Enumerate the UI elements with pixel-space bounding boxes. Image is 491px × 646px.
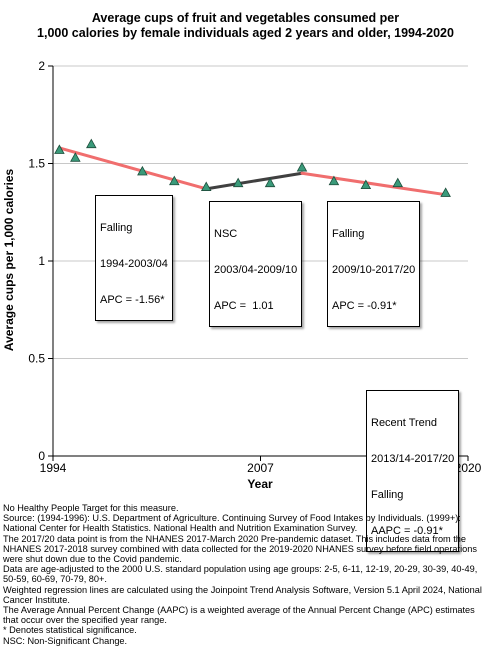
data-point [264,177,276,188]
footnote: NSC: Non-Significant Change. [3,635,128,646]
chart-title-line-2: 1,000 calories by female individuals age… [37,26,454,40]
annotation-recent-trend: Recent Trend 2013/14-2017/20 Falling AAP… [366,390,460,552]
data-point [200,181,212,191]
annotation-falling-2010-2020: Falling 2009/10-2017/20 APC = -0.91* [327,201,421,327]
annotation-line: AAPC = -0.91* [371,525,443,537]
tick-labels: 0 0.5 1 1.5 2 1994 2007 2020 [28,59,481,475]
y-tick-label: 1 [38,254,45,268]
y-axis-label: Average cups per 1,000 calories [2,169,16,352]
annotation-line: 1994-2003/04 [100,258,168,270]
footnote: * Denotes statistical significance. [3,625,137,636]
annotation-falling-1994-2004: Falling 1994-2003/04 APC = -1.56* [95,195,173,321]
annotation-line: 2013/14-2017/20 [371,453,455,465]
annotation-line: APC = -1.56* [100,294,165,306]
annotation-line: NSC [214,228,238,240]
x-tick-label: 2020 [455,461,482,475]
data-point [328,175,340,186]
data-point [360,179,372,190]
annotation-line: 2009/10-2017/20 [332,264,416,276]
footnote: No Healthy People Target for this measur… [3,503,179,513]
x-tick-label: 2007 [247,461,274,475]
annotation-line: 2003/04-2009/10 [214,264,298,276]
data-points [54,138,451,197]
y-tick-label: 0 [38,449,45,463]
data-point [86,138,97,149]
footnote: The Average Annual Percent Change (AAPC)… [3,605,475,626]
footnote: The 2017/20 data point is from the NHANE… [3,533,477,565]
footnotes: No Healthy People Target for this measur… [3,503,489,646]
data-point [169,175,180,186]
trend-segment [300,171,448,197]
chart-title-line-1: Average cups of fruit and vegetables con… [91,11,400,25]
annotation-line: Falling [332,228,365,240]
chart-title: Average cups of fruit and vegetables con… [0,11,491,41]
annotation-nsc-2004-2010: NSC 2003/04-2009/10 APC = 1.01 [209,201,303,327]
data-point [296,161,308,172]
data-point [232,177,244,188]
data-point [440,187,451,197]
trend-segment [57,146,208,191]
x-axis-label: Year [247,477,273,491]
data-point [54,144,65,154]
annotation-line: Falling [100,222,133,234]
data-point [137,165,148,176]
footnote: Source: (1994-1996): U.S. Department of … [3,513,461,534]
trend-lines [57,146,448,197]
y-tick-label: 2 [38,59,45,73]
data-point [392,177,404,188]
y-tick-label: 0.5 [28,352,45,366]
annotation-line: APC = -0.91* [332,300,397,312]
annotation-line: APC = 1.01 [214,300,274,312]
data-point [70,152,81,162]
trend-segment [204,171,304,191]
annotation-line: Falling [371,489,404,501]
y-tick-label: 1.5 [28,157,45,171]
x-tick-label: 1994 [40,461,67,475]
footnote: Weighted regression lines are calculated… [3,584,482,605]
annotation-line: Recent Trend [371,417,438,429]
footnote: Data are age-adjusted to the 2000 U.S. s… [3,564,478,585]
